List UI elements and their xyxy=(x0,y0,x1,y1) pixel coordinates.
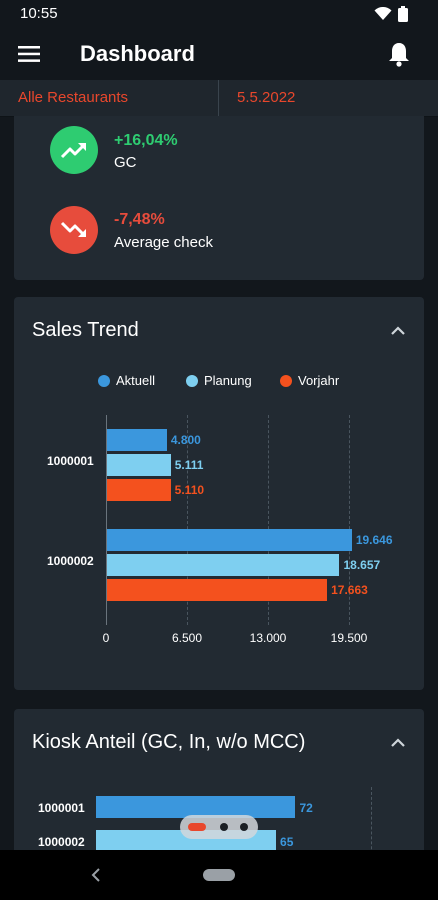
x-tick-label: 0 xyxy=(102,631,110,645)
wifi-icon xyxy=(374,7,392,20)
bar-value-label: 72 xyxy=(299,801,313,815)
date-filter[interactable]: 5.5.2022 xyxy=(237,89,296,106)
gridline xyxy=(187,415,188,625)
page-title: Dashboard xyxy=(80,41,195,66)
bar-value-label: 5.111 xyxy=(174,458,204,472)
bar[interactable] xyxy=(107,479,171,501)
category-label: 1000001 xyxy=(47,454,94,468)
x-tick-label: 19.500 xyxy=(330,631,368,645)
bar-value-label: 19.646 xyxy=(355,533,393,547)
kpi-average-check-label: Average check xyxy=(114,234,213,251)
bar[interactable] xyxy=(107,454,171,476)
sales-trend-card: Sales Trend Aktuell Planung Vorjahr 0 6.5… xyxy=(14,297,424,690)
app-bar: Dashboard xyxy=(0,28,438,80)
chevron-up-icon[interactable] xyxy=(390,738,406,748)
filter-divider xyxy=(218,80,219,116)
bar[interactable] xyxy=(107,554,340,576)
bar-value-label: 18.657 xyxy=(343,558,381,572)
kpi-average-check-badge xyxy=(50,206,98,254)
kpi-gc-value: +16,04% xyxy=(114,132,178,149)
page-dot[interactable] xyxy=(240,823,248,831)
bar[interactable] xyxy=(107,429,167,451)
trending-up-icon xyxy=(60,142,87,159)
status-icons xyxy=(374,6,408,22)
menu-icon[interactable] xyxy=(18,44,40,64)
kiosk-share-title: Kiosk Anteil (GC, In, w/o MCC) xyxy=(32,731,306,753)
trending-down-icon xyxy=(60,221,87,238)
gridline xyxy=(349,415,350,625)
legend-swatch xyxy=(98,374,110,387)
gridline xyxy=(371,787,372,869)
category-label: 1000002 xyxy=(38,835,85,849)
legend-label: Planung xyxy=(204,373,252,388)
kpi-card: +16,04% GC -7,48% Average check xyxy=(14,116,424,280)
bar-value-label: 4.800 xyxy=(170,433,201,447)
chevron-up-icon[interactable] xyxy=(390,326,406,336)
status-bar: 10:55 xyxy=(0,0,438,28)
kpi-gc-badge xyxy=(50,126,98,174)
legend-item-aktuell[interactable]: Aktuell xyxy=(98,373,155,388)
restaurant-filter[interactable]: Alle Restaurants xyxy=(18,89,129,106)
legend-label: Vorjahr xyxy=(298,373,340,388)
home-pill[interactable] xyxy=(203,869,235,881)
category-label: 1000001 xyxy=(38,801,85,815)
page-dot[interactable] xyxy=(220,823,228,831)
page-dot-active[interactable] xyxy=(188,823,206,831)
status-time: 10:55 xyxy=(20,5,58,22)
legend-swatch xyxy=(186,374,198,387)
bar[interactable] xyxy=(96,796,296,818)
page-indicator[interactable] xyxy=(180,815,258,839)
kiosk-share-card: Kiosk Anteil (GC, In, w/o MCC) 1000001 72… xyxy=(14,709,424,869)
legend-item-planung[interactable]: Planung xyxy=(186,373,252,388)
x-tick-label: 13.000 xyxy=(249,631,287,645)
kpi-gc-label: GC xyxy=(114,154,137,171)
kpi-average-check-value: -7,48% xyxy=(114,211,165,228)
system-nav-bar xyxy=(0,850,438,900)
bell-icon[interactable] xyxy=(386,40,412,68)
bar-value-label: 5.110 xyxy=(174,483,205,497)
bar[interactable] xyxy=(107,579,328,601)
bar-value-label: 65 xyxy=(280,835,294,849)
bar-value-label: 17.663 xyxy=(331,583,368,597)
category-label: 1000002 xyxy=(47,554,94,568)
battery-icon xyxy=(398,6,408,22)
sales-trend-title: Sales Trend xyxy=(32,319,139,341)
legend-swatch xyxy=(280,374,292,387)
filter-bar: Alle Restaurants 5.5.2022 xyxy=(0,80,438,117)
x-axis-baseline xyxy=(106,415,107,625)
legend-item-vorjahr[interactable]: Vorjahr xyxy=(280,373,339,388)
bar[interactable] xyxy=(107,529,352,551)
x-tick-label: 6.500 xyxy=(171,631,203,645)
gridline xyxy=(268,415,269,625)
legend-label: Aktuell xyxy=(116,373,156,388)
back-icon[interactable] xyxy=(90,867,102,883)
